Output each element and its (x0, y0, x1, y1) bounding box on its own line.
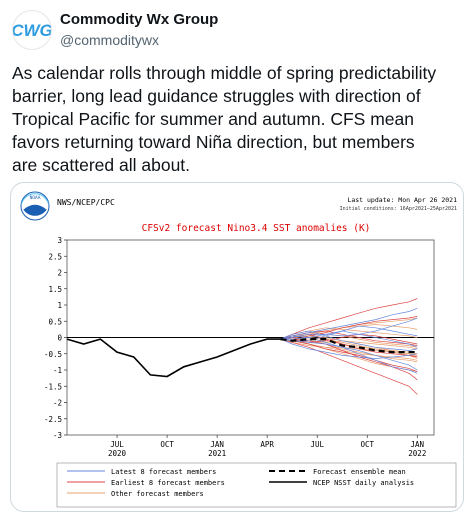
x-tick-label: OCT (360, 440, 374, 449)
chart-title: CFSv2 forecast Nino3.4 SST anomalies (K) (142, 223, 371, 234)
nino34-forecast-chart: NOAA NWS/NCEP/CPC Last update: Mon Apr 2… (20, 191, 457, 508)
y-tick-label: -0.5 (44, 350, 62, 359)
x-tick-year-label: 2022 (408, 449, 426, 458)
ensemble-mean-line (280, 338, 418, 354)
latest-member-line (280, 307, 418, 340)
legend-latest-label: Latest 8 forecast members (111, 468, 216, 476)
y-tick-label: -3 (53, 431, 62, 440)
latest-member-line (280, 338, 418, 359)
y-tick-label: 2 (57, 269, 62, 278)
display-name[interactable]: Commodity Wx Group (60, 11, 219, 28)
earliest-member-line (280, 338, 418, 395)
user-handle[interactable]: @commoditywx (60, 32, 160, 48)
noaa-logo: NOAA (20, 191, 50, 221)
latest-member-line (280, 338, 418, 371)
last-update: Last update: Mon Apr 26 2021 (347, 196, 457, 204)
chart-legend: Latest 8 forecast members Earliest 8 fore… (56, 462, 457, 508)
tweet-header: CWG Commodity Wx Group @commoditywx (10, 8, 464, 52)
legend-mean-label: Forecast ensemble mean (313, 468, 406, 476)
x-tick-label: JAN (210, 440, 224, 449)
x-tick-label: JUL (110, 440, 124, 449)
legend-other-label: Other forecast members (111, 490, 204, 498)
legend-earliest-label: Earliest 8 forecast members (111, 479, 225, 487)
y-tick-label: -1.5 (44, 382, 62, 391)
y-tick-label: -1 (53, 366, 62, 375)
y-tick-label: 3 (57, 236, 62, 245)
tweet-media[interactable]: NOAA NWS/NCEP/CPC Last update: Mon Apr 2… (10, 182, 464, 512)
initial-conditions: Initial conditions: 16Apr2021—25Apr2021 (340, 206, 457, 212)
avatar[interactable]: CWG (12, 10, 52, 50)
x-tick-label: JAN (411, 440, 425, 449)
latest-member-line (280, 330, 418, 348)
x-tick-year-label: 2021 (208, 449, 226, 458)
x-tick-label: OCT (160, 440, 174, 449)
cwg-logo-icon: CWG (13, 13, 51, 47)
latest-member-line (280, 317, 418, 340)
x-tick-label: APR (260, 440, 274, 449)
y-tick-label: 0.5 (48, 317, 62, 326)
tweet-text: As calendar rolls through middle of spri… (12, 63, 437, 175)
y-tick-label: 1.5 (48, 285, 62, 294)
avatar-logo-text: CWG (13, 21, 51, 40)
y-tick-label: 0 (57, 334, 62, 343)
y-tick-label: -2.5 (44, 415, 62, 424)
latest-member-line (280, 337, 418, 374)
analysis-line (66, 338, 281, 378)
noaa-logo-text: NOAA (30, 195, 41, 201)
source-label: NWS/NCEP/CPC (57, 198, 115, 207)
legend-box (56, 462, 457, 508)
earliest-member-line (280, 298, 418, 340)
legend-analysis-label: NCEP NSST daily analysis (313, 479, 414, 487)
y-tick-label: 1 (57, 301, 62, 310)
latest-member-line (280, 330, 418, 351)
y-tick-label: 2.5 (48, 252, 62, 261)
x-tick-label: JUL (310, 440, 324, 449)
y-tick-label: -2 (53, 399, 62, 408)
earliest-member-line (280, 338, 418, 372)
tweet-body: As calendar rolls through middle of spri… (12, 62, 464, 177)
plot-area: 32.521.510.50-0.5-1-1.5-2-2.5-3JUL2020OC… (44, 236, 435, 458)
x-tick-year-label: 2020 (108, 449, 127, 458)
